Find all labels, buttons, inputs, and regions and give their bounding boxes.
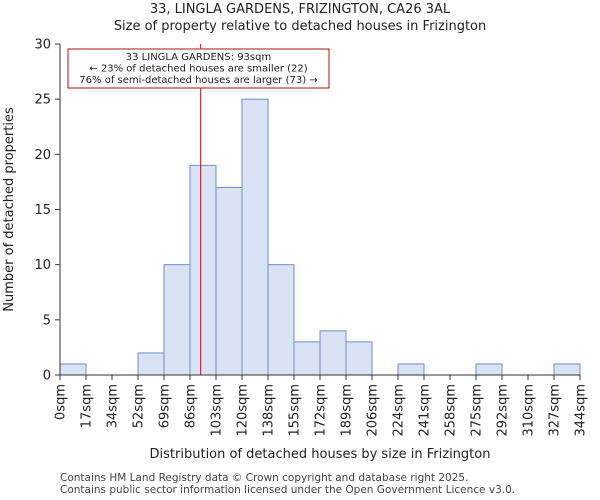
histogram-bar	[163, 264, 191, 376]
footer-licence: Contains public sector information licen…	[60, 484, 516, 496]
x-tick-label: 189sqm	[340, 384, 355, 437]
y-tick-label: 0	[43, 369, 51, 384]
histogram-bar	[293, 341, 321, 376]
annotation-box	[67, 48, 330, 89]
histogram-bar	[267, 264, 295, 376]
annotation-line: 33 LINGLA GARDENS: 93sqm	[126, 52, 271, 63]
histogram-bar	[215, 186, 243, 376]
x-tick-label: 0sqm	[54, 384, 69, 420]
x-tick-label: 224sqm	[392, 384, 407, 437]
histogram-bar	[59, 363, 87, 376]
x-tick-label: 310sqm	[522, 384, 537, 437]
histogram-bar	[397, 363, 425, 376]
x-tick-label: 103sqm	[210, 384, 225, 437]
x-tick-label: 344sqm	[574, 384, 589, 437]
y-tick-label: 25	[34, 93, 51, 108]
histogram-bar	[189, 164, 217, 376]
x-tick-label: 275sqm	[470, 384, 485, 437]
y-axis-label: Number of detached properties	[2, 107, 17, 312]
x-tick-label: 241sqm	[418, 384, 433, 437]
x-axis-label: Distribution of detached houses by size …	[150, 447, 491, 462]
x-tick-label: 292sqm	[496, 384, 511, 437]
annotation-line: ← 23% of detached houses are smaller (22…	[89, 64, 307, 75]
histogram-bar	[319, 330, 347, 376]
y-tick-label: 20	[34, 148, 51, 163]
y-tick-label: 30	[34, 38, 51, 53]
annotation-line: 76% of semi-detached houses are larger (…	[79, 75, 317, 86]
x-tick-label: 34sqm	[106, 384, 121, 428]
footer-copyright: Contains HM Land Registry data © Crown c…	[60, 472, 469, 484]
y-tick-label: 10	[34, 258, 51, 273]
x-tick-label: 258sqm	[444, 384, 459, 437]
chart-subtitle: Size of property relative to detached ho…	[113, 19, 487, 34]
y-tick-label: 5	[43, 313, 51, 328]
x-tick-label: 52sqm	[132, 384, 147, 428]
chart-title: 33, LINGLA GARDENS, FRIZINGTON, CA26 3AL	[149, 2, 451, 17]
y-tick-label: 15	[34, 203, 51, 218]
x-tick-label: 327sqm	[548, 384, 563, 437]
x-tick-label: 138sqm	[262, 384, 277, 437]
x-tick-label: 69sqm	[158, 384, 173, 428]
histogram-bar	[137, 352, 165, 376]
x-tick-label: 120sqm	[236, 384, 251, 437]
x-tick-label: 17sqm	[80, 384, 95, 428]
x-tick-label: 155sqm	[288, 384, 303, 437]
x-tick-label: 172sqm	[314, 384, 329, 437]
histogram-bar	[553, 363, 581, 376]
histogram-bar	[475, 363, 503, 376]
histogram-bar	[345, 341, 373, 376]
x-tick-label: 86sqm	[184, 384, 199, 428]
x-tick-label: 206sqm	[366, 384, 381, 437]
histogram-bar	[241, 98, 269, 376]
